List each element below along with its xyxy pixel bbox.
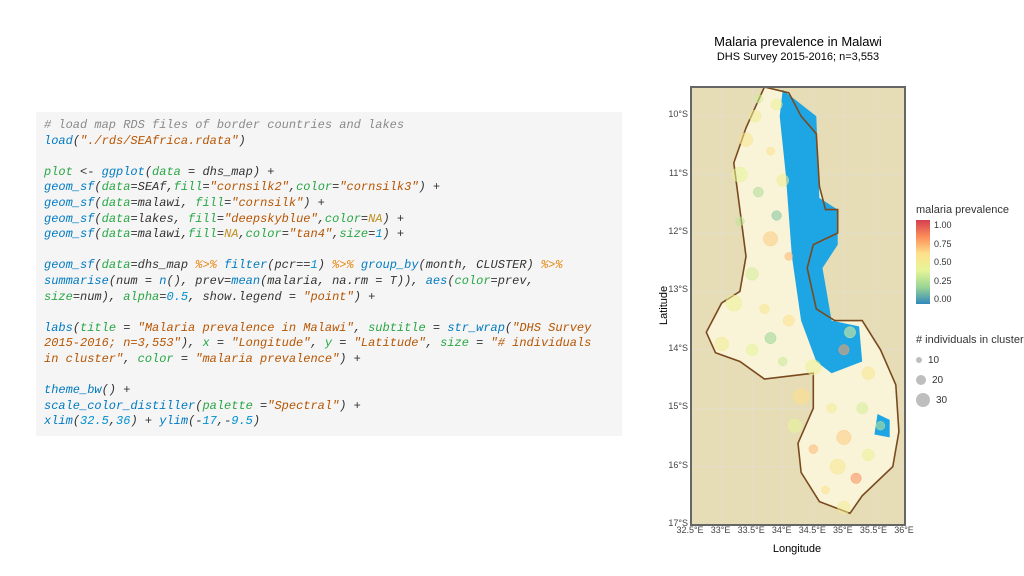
size-legend-label: 30	[936, 395, 947, 406]
x-tick: 34°E	[772, 525, 792, 535]
colorbar	[916, 220, 930, 304]
map-svg	[691, 87, 905, 525]
x-tick: 33°E	[711, 525, 731, 535]
colorbar-tick: 1.00	[934, 220, 952, 230]
color-legend-title: malaria prevalence	[916, 204, 1009, 216]
malawi-map-plot: Malaria prevalence in Malawi DHS Survey …	[638, 34, 1018, 554]
colorbar-ticks: 1.00 0.75 0.50 0.25 0.00	[934, 220, 952, 304]
x-tick: 32.5°E	[676, 525, 703, 535]
size-legend-row: 30	[916, 390, 1024, 410]
size-legend-dot	[916, 357, 922, 363]
x-tick: 33.5°E	[738, 525, 765, 535]
x-tick: 36°E	[894, 525, 914, 535]
x-axis-label: Longitude	[690, 543, 904, 555]
x-tick: 34.5°E	[799, 525, 826, 535]
x-tick: 35°E	[833, 525, 853, 535]
plot-subtitle: DHS Survey 2015-2016; n=3,553	[698, 51, 898, 63]
x-tick: 35.5°E	[860, 525, 887, 535]
colorbar-tick: 0.75	[934, 239, 952, 249]
size-legend-label: 20	[932, 375, 943, 386]
plot-panel	[690, 86, 906, 526]
size-legend-dot	[916, 375, 926, 385]
colorbar-tick: 0.00	[934, 294, 952, 304]
color-legend: malaria prevalence 1.00 0.75 0.50 0.25 0.00	[916, 204, 1009, 304]
size-legend-dot	[916, 393, 930, 407]
r-code-block: # load map RDS files of border countries…	[36, 112, 622, 436]
size-legend-row: 10	[916, 350, 1024, 370]
colorbar-tick: 0.25	[934, 276, 952, 286]
y-axis-label: Latitude	[658, 86, 670, 524]
size-legend-row: 20	[916, 370, 1024, 390]
plot-title: Malaria prevalence in Malawi	[698, 34, 898, 49]
size-legend: # individuals in cluster 10 20 30	[916, 334, 1024, 410]
size-legend-title: # individuals in cluster	[916, 334, 1024, 346]
size-legend-label: 10	[928, 355, 939, 366]
colorbar-tick: 0.50	[934, 257, 952, 267]
